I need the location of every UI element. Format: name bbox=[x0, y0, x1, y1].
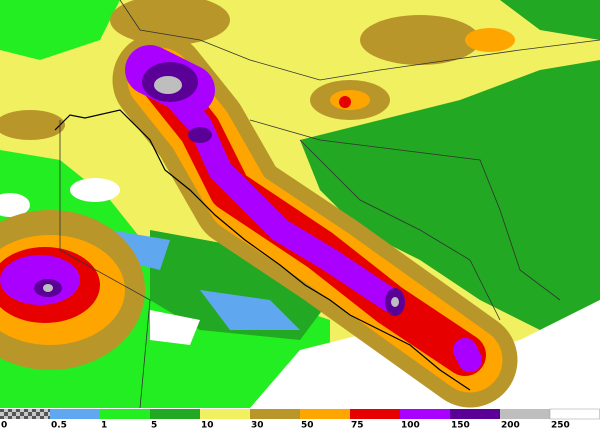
legend-label: 150 bbox=[451, 421, 470, 431]
legend-swatch bbox=[549, 408, 600, 420]
legend: 0 0.5 1 5 10 30 50 75 100 150 200 250 bbox=[0, 408, 600, 431]
legend-label: 30 bbox=[251, 421, 264, 431]
legend-swatch bbox=[200, 409, 250, 419]
legend-swatch bbox=[300, 409, 350, 419]
legend-swatch bbox=[450, 409, 500, 419]
legend-label: 1 bbox=[101, 421, 107, 431]
legend-swatch bbox=[500, 409, 550, 419]
legend-swatch bbox=[350, 409, 400, 419]
legend-swatch bbox=[250, 409, 300, 419]
legend-label: 75 bbox=[351, 421, 364, 431]
legend-label: 5 bbox=[151, 421, 157, 431]
legend-label: 250 bbox=[551, 421, 570, 431]
legend-label: 200 bbox=[501, 421, 520, 431]
legend-swatch bbox=[50, 409, 100, 419]
legend-swatch bbox=[400, 409, 450, 419]
legend-label: 100 bbox=[401, 421, 420, 431]
legend-label: 50 bbox=[301, 421, 314, 431]
legend-label: 0.5 bbox=[51, 421, 67, 431]
legend-swatch bbox=[0, 409, 50, 419]
legend-swatch bbox=[100, 409, 150, 419]
legend-label: 10 bbox=[201, 421, 214, 431]
legend-swatch bbox=[150, 409, 200, 419]
map-area bbox=[0, 0, 600, 408]
legend-label: 0 bbox=[1, 421, 7, 431]
